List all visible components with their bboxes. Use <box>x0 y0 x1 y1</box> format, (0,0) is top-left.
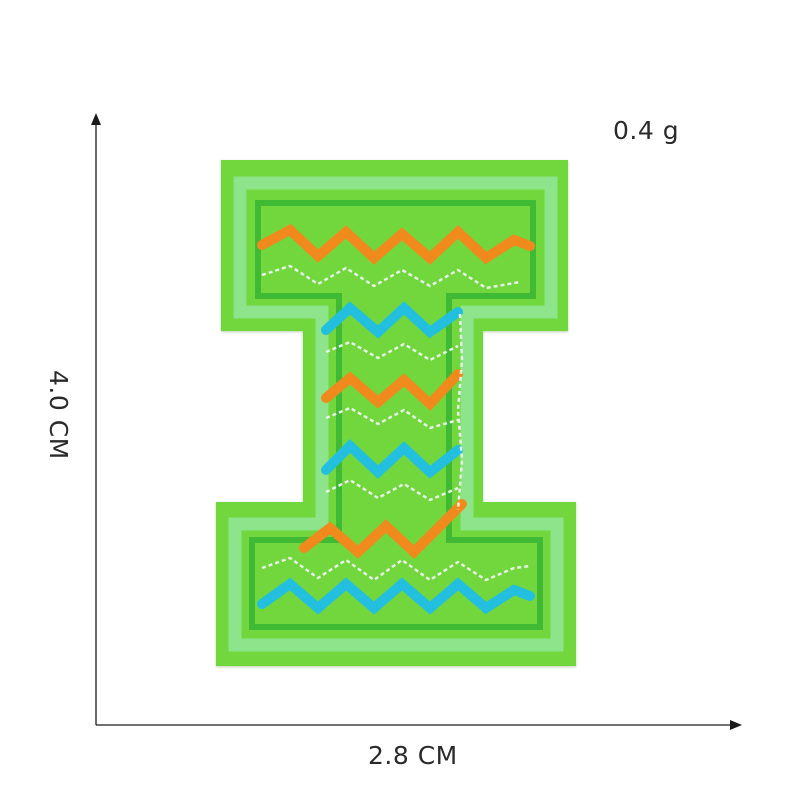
letter-patch <box>216 160 576 666</box>
width-dimension-label: 2.8 CM <box>368 741 458 770</box>
width-arrow-icon <box>730 720 742 730</box>
weight-label: 0.4 g <box>613 116 679 145</box>
height-dimension-label: 4.0 CM <box>44 370 73 460</box>
height-arrow-icon <box>91 113 101 125</box>
